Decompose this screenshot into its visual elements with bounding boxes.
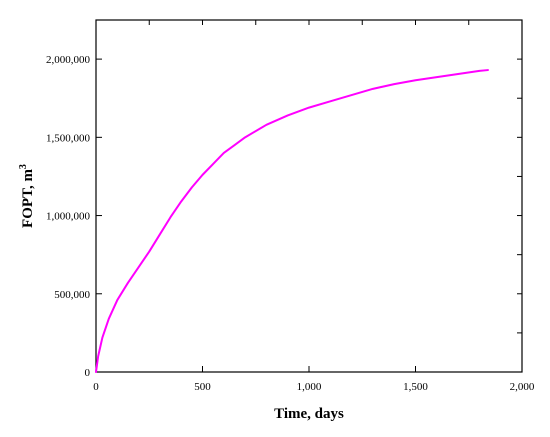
axis-tick-labels: 0 500 1,000 1,500 2,000 0 500,000 1,000,000 1,50… bbox=[46, 54, 535, 393]
x-tick-label: 2,000 bbox=[510, 381, 535, 393]
y-tick-label: 2,000,000 bbox=[46, 54, 91, 66]
x-tick-label: 0 bbox=[93, 381, 99, 393]
x-tick-label: 500 bbox=[194, 381, 211, 393]
fopt-series-line bbox=[95, 69, 489, 373]
y-tick-label: 1,500,000 bbox=[46, 132, 91, 144]
y-tick-label: 0 bbox=[85, 367, 91, 379]
y-tick-label: 500,000 bbox=[54, 289, 90, 301]
x-tick-label: 1,500 bbox=[403, 381, 428, 393]
x-tick-label: 1,000 bbox=[297, 381, 322, 393]
y-axis-title-superscript: 3 bbox=[18, 164, 29, 169]
x-axis-title: Time, days bbox=[274, 406, 344, 422]
y-axis-title: FOPT, m3 bbox=[18, 164, 36, 228]
y-axis-title-main: FOPT, m bbox=[20, 169, 36, 228]
data-series bbox=[95, 69, 489, 373]
axis-ticks bbox=[95, 20, 523, 373]
plot-area-frame bbox=[95, 19, 523, 373]
y-tick-label: 1,000,000 bbox=[46, 211, 91, 223]
